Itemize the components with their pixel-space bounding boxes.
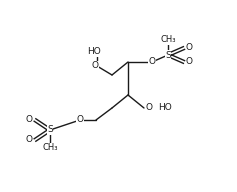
Text: HO: HO xyxy=(158,103,172,113)
Text: O: O xyxy=(146,103,153,113)
Text: O: O xyxy=(149,57,155,66)
Text: S: S xyxy=(47,126,53,135)
Text: O: O xyxy=(92,61,99,70)
Text: O: O xyxy=(77,116,83,124)
Text: O: O xyxy=(26,136,33,145)
Text: O: O xyxy=(186,57,193,66)
Text: O: O xyxy=(186,44,193,52)
Text: O: O xyxy=(26,116,33,124)
Text: CH₃: CH₃ xyxy=(160,36,176,45)
Text: CH₃: CH₃ xyxy=(42,143,58,152)
Text: S: S xyxy=(165,50,171,60)
Text: HO: HO xyxy=(87,47,101,56)
